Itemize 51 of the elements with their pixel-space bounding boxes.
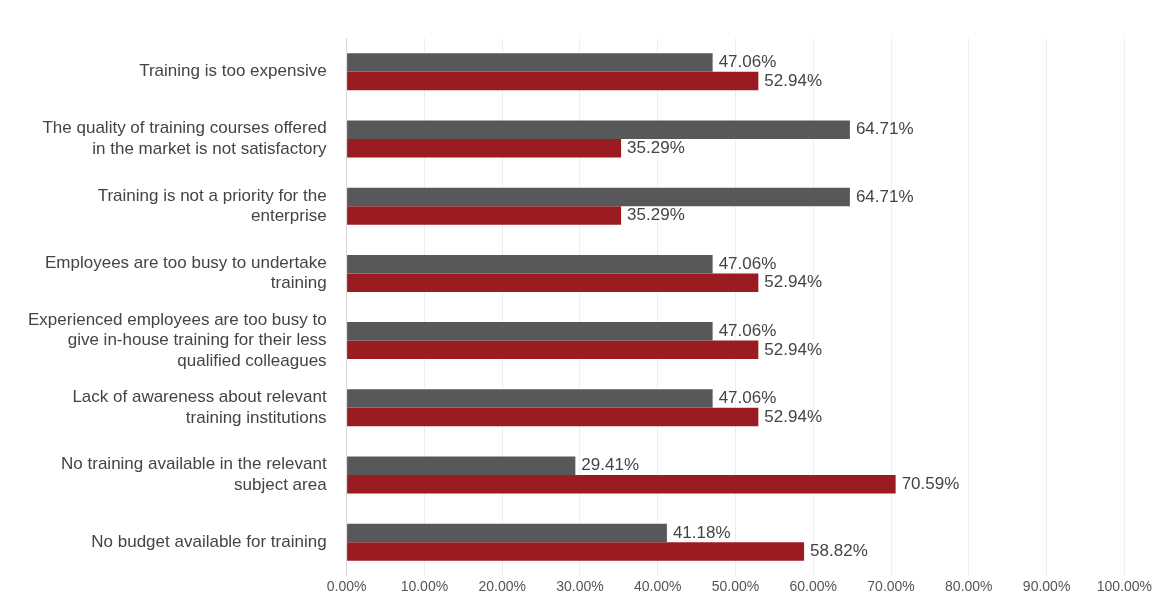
data-label: 52.94%	[764, 70, 823, 90]
bar	[347, 523, 667, 543]
bar	[347, 475, 896, 494]
y-tick-label: Employees are too busy to undertake training	[45, 252, 327, 293]
data-label: 47.06%	[718, 388, 777, 408]
y-tick-label: Training is not a priority for the enterprise	[97, 185, 327, 226]
data-label: 70.59%	[901, 473, 960, 493]
y-tick-label: The quality of training courses offered in the market is not satisfactory	[42, 118, 328, 158]
data-label: 52.94%	[764, 406, 823, 426]
bar	[347, 389, 713, 408]
y-tick-label: Experienced employees are too busy to give in-house training for their less qualified colleagues	[28, 309, 327, 370]
x-tick-label: 10.00%	[400, 578, 449, 595]
bar	[347, 322, 713, 341]
x-tick-label: 100.00%	[1096, 578, 1153, 595]
x-tick-label: 50.00%	[711, 578, 760, 595]
bar	[347, 71, 759, 91]
y-tick-label: Training is too expensive	[139, 61, 327, 81]
bar	[347, 254, 713, 274]
data-label: 58.82%	[810, 541, 868, 561]
bar	[347, 120, 850, 139]
data-label: 64.71%	[855, 119, 914, 139]
bar	[347, 542, 805, 561]
x-tick-label: 80.00%	[945, 578, 993, 595]
data-label: 41.18%	[672, 522, 731, 542]
data-label: 29.41%	[581, 455, 640, 475]
x-tick-label: 20.00%	[478, 578, 526, 595]
data-label: 47.06%	[718, 321, 777, 341]
y-tick-label: No training available in the relevant subject area	[61, 454, 328, 494]
x-tick-label: 40.00%	[633, 578, 682, 595]
data-label: 64.71%	[855, 186, 914, 206]
x-tick-label: 90.00%	[1022, 578, 1071, 595]
bar	[347, 407, 759, 427]
x-tick-label: 70.00%	[867, 578, 915, 595]
y-tick-label: No budget available for training	[91, 531, 327, 551]
bar	[347, 340, 759, 360]
data-label: 52.94%	[764, 272, 823, 292]
x-tick-label: 30.00%	[556, 578, 604, 595]
x-tick-label: 60.00%	[789, 578, 838, 595]
x-tick-label: 0.00%	[326, 578, 367, 595]
bar	[347, 273, 759, 292]
data-label: 35.29%	[627, 205, 685, 225]
y-tick-label: Lack of awareness about relevant training institutions	[72, 387, 327, 427]
bar	[347, 456, 576, 475]
bar	[347, 187, 850, 207]
data-label: 52.94%	[764, 339, 823, 359]
data-label: 35.29%	[627, 137, 685, 157]
data-label: 47.06%	[718, 253, 777, 273]
bar	[347, 53, 713, 72]
data-label: 47.06%	[718, 52, 777, 72]
bar	[347, 139, 622, 158]
bar	[347, 206, 622, 225]
